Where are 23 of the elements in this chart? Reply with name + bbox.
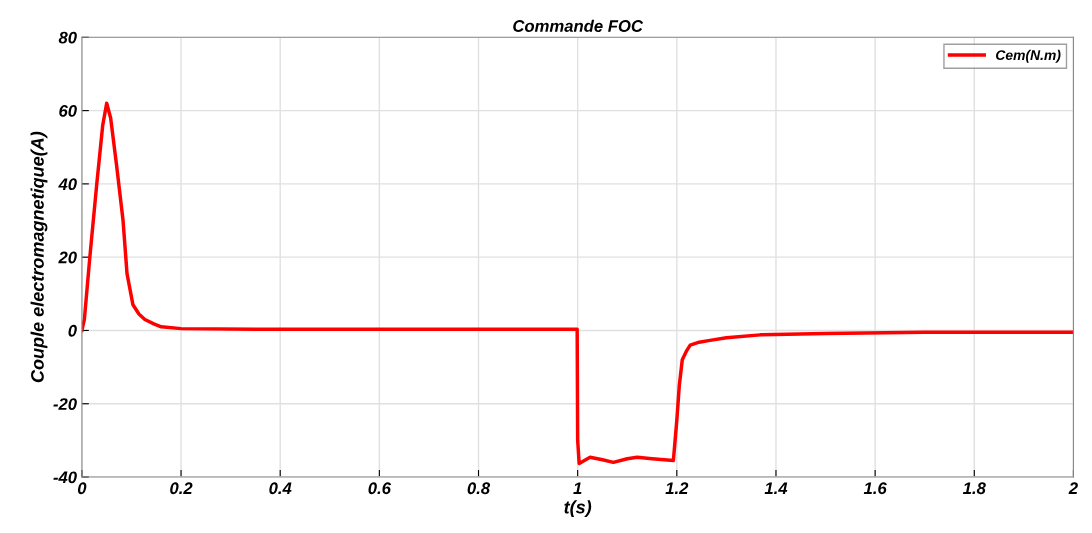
line-series bbox=[81, 101, 1074, 466]
x-tick-label: 1 bbox=[573, 482, 582, 494]
legend-label: Cem(N.m) bbox=[996, 49, 1061, 63]
y-tick-label: -40 bbox=[53, 471, 77, 484]
x-tick-label: 1.2 bbox=[665, 482, 689, 494]
y-tick-label: 40 bbox=[58, 178, 77, 191]
x-tick-label: 0 bbox=[77, 482, 87, 495]
x-tick-label: 0.6 bbox=[368, 482, 392, 495]
x-axis-title: t(s) bbox=[564, 500, 592, 518]
x-tick-label: 1.8 bbox=[962, 482, 986, 495]
chart-title: Commande FOC bbox=[513, 19, 644, 32]
x-tick-label: 0.8 bbox=[467, 482, 491, 495]
y-axis-title: Couple electromagnetique(A) bbox=[30, 131, 48, 383]
y-tick-label: -20 bbox=[53, 398, 77, 410]
x-tick-label: 0.2 bbox=[170, 482, 193, 495]
y-tick-label: 20 bbox=[58, 251, 77, 264]
x-tick-label: 1.6 bbox=[863, 482, 887, 495]
y-tick-label: 0 bbox=[68, 324, 77, 337]
x-tick-label: 1.4 bbox=[764, 482, 788, 494]
y-tick-label: 80 bbox=[58, 31, 77, 44]
x-tick-label: 0.4 bbox=[269, 482, 292, 495]
y-tick-label: 60 bbox=[59, 105, 77, 117]
x-tick-label: 2 bbox=[1068, 482, 1078, 494]
